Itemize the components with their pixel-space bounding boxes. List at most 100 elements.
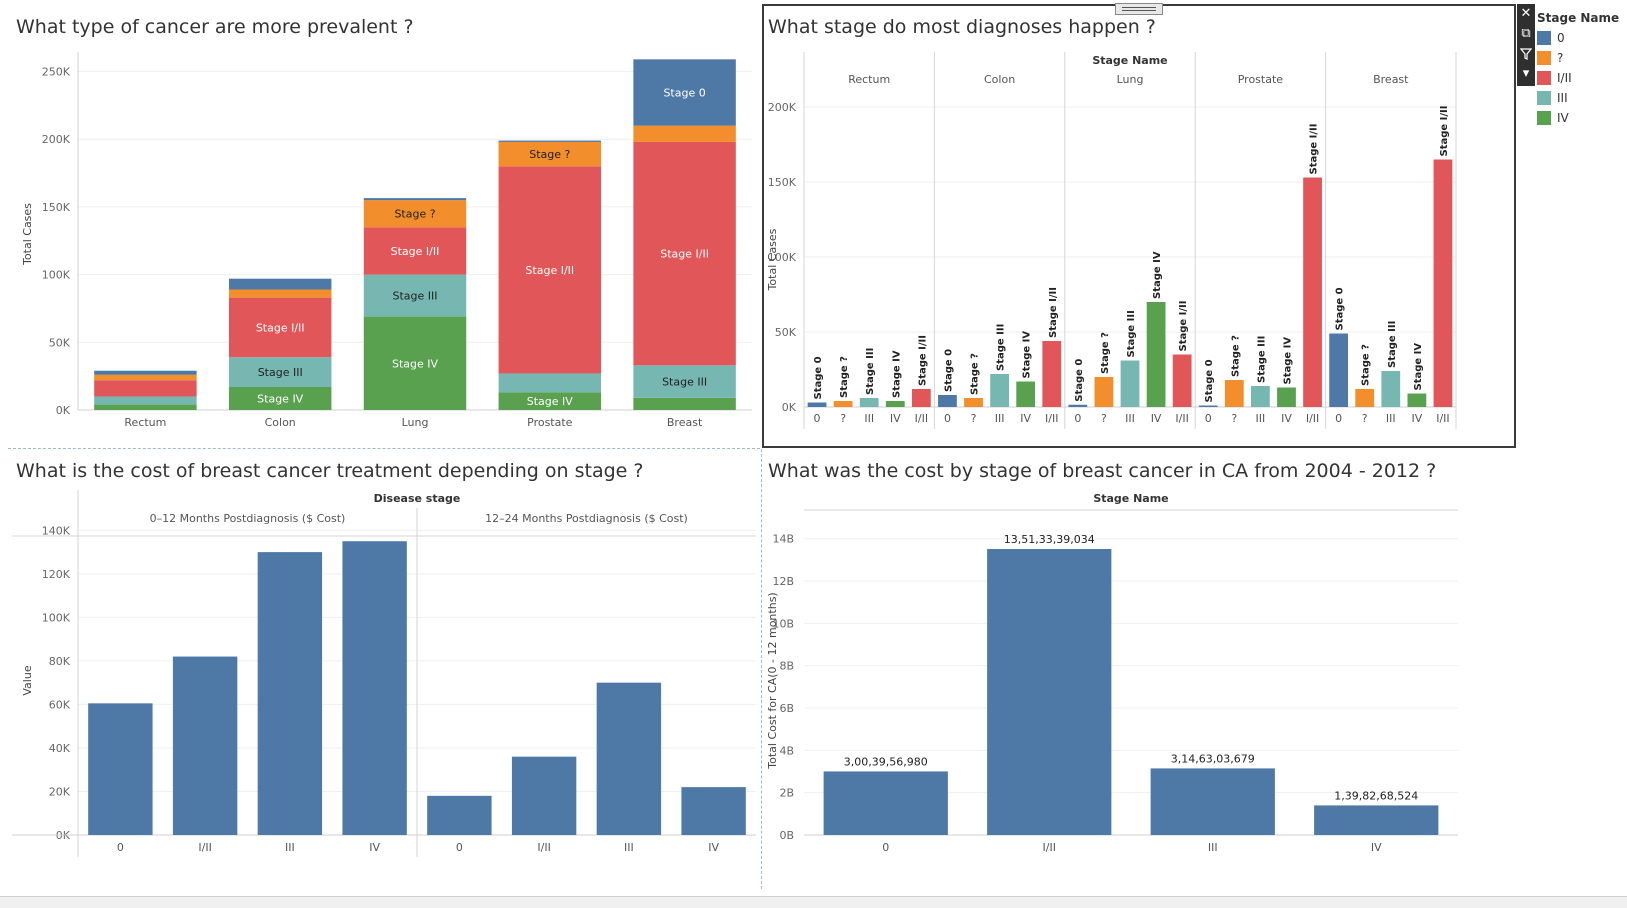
bar-segment-breast-iii[interactable] [633, 365, 736, 398]
bar-segment-prostate-iii[interactable] [498, 373, 602, 393]
bar-segment-breast-iv[interactable] [633, 397, 736, 410]
bar-segment-colon-i-ii[interactable] [228, 297, 332, 358]
bar-lung-q[interactable] [1094, 377, 1114, 407]
bar-segment-lung-iii[interactable] [363, 274, 467, 317]
treatment-cost-chart[interactable]: Disease stage0K20K40K60K80K100K120K140KV… [0, 490, 760, 890]
y-tick-label: 6B [779, 702, 794, 715]
bar-segment-rectum-i-ii[interactable] [94, 380, 197, 397]
bar-breast-0[interactable] [1329, 333, 1349, 408]
segment-label: Stage IV [527, 395, 574, 408]
bar-iv[interactable] [1314, 805, 1439, 835]
x-tick-label: I/II [1175, 412, 1188, 425]
bar-i-ii[interactable] [987, 548, 1112, 835]
bar-label: Stage ? [839, 356, 850, 398]
x-tick-label: I/II [1306, 412, 1319, 425]
bar-colon-iv[interactable] [1016, 381, 1036, 408]
bar-pane1-iii[interactable] [257, 552, 323, 835]
bar-segment-breast-q[interactable] [633, 125, 736, 142]
bar-segment-rectum-0[interactable] [94, 370, 197, 375]
bar-lung-iii[interactable] [1120, 360, 1140, 408]
bar-pane2-iii[interactable] [596, 682, 662, 835]
bar-iii[interactable] [1150, 768, 1275, 835]
y-tick-label: 50K [775, 326, 797, 339]
bar-rectum-iii[interactable] [859, 398, 879, 407]
bar-segment-colon-0[interactable] [228, 278, 332, 290]
bar-lung-iv[interactable] [1146, 302, 1166, 407]
bar-rectum-i-ii[interactable] [911, 389, 931, 407]
bar-prostate-q[interactable] [1224, 380, 1244, 407]
legend-item-q[interactable]: ? [1537, 48, 1627, 68]
bar-segment-prostate-q[interactable] [498, 141, 602, 167]
bar-segment-lung-0[interactable] [363, 198, 467, 201]
bar-colon-0[interactable] [938, 395, 957, 407]
y-tick-label: 120K [42, 568, 71, 581]
popout-icon[interactable]: ⧉ [1521, 26, 1531, 41]
bar-segment-lung-q[interactable] [363, 200, 467, 228]
bar-segment-rectum-q[interactable] [94, 374, 197, 381]
bar-breast-iv[interactable] [1407, 393, 1427, 408]
x-tick-label: IV [708, 841, 719, 854]
x-tick-label: 0 [117, 841, 124, 854]
legend-item-iv[interactable]: IV [1537, 108, 1627, 128]
legend-item-iii[interactable]: III [1537, 88, 1627, 108]
bar-label: Stage IV [1022, 331, 1033, 379]
bar-rectum-iv[interactable] [885, 401, 905, 407]
bar-segment-lung-iv[interactable] [363, 316, 467, 410]
legend-label: 0 [1557, 31, 1565, 45]
bar-pane1-0[interactable] [88, 703, 153, 835]
bar-segment-prostate-0[interactable] [498, 140, 602, 142]
bar-rectum-q[interactable] [833, 401, 853, 407]
bar-0[interactable] [823, 771, 948, 835]
bar-segment-colon-iii[interactable] [228, 357, 332, 387]
x-tick-label: III [1256, 412, 1266, 425]
ca-cost-chart[interactable]: Stage Name 0B 2B 4B 6B 8B 10B 12B 14B Total Cost … [764, 490, 1514, 890]
bar-breast-iii[interactable] [1381, 371, 1401, 407]
bar-colon-iii[interactable] [990, 374, 1009, 407]
bar-segment-rectum-iv[interactable] [94, 404, 197, 410]
x-tick-label: ? [1231, 412, 1237, 425]
bar-segment-prostate-iv[interactable] [498, 392, 602, 410]
diagnoses-chart[interactable]: Stage Name 0K 50K 100K 150K 200K Total Cases Re… [764, 44, 1514, 446]
filter-icon[interactable] [1517, 44, 1535, 64]
bar-lung-0[interactable] [1068, 404, 1088, 407]
bar-breast-q[interactable] [1355, 389, 1375, 407]
y-axis-label: Total Cases [766, 228, 779, 291]
bar-segment-rectum-iii[interactable] [94, 396, 197, 405]
bar-segment-breast-i-ii[interactable] [633, 141, 736, 366]
bar-breast-i-ii[interactable] [1433, 159, 1453, 408]
menu-icon[interactable]: ▾ [1522, 66, 1530, 81]
bar-segment-lung-i-ii[interactable] [363, 227, 467, 275]
bar-colon-i-ii[interactable] [1042, 341, 1062, 407]
prevalence-chart[interactable]: 0K 50K 100K 150K 200K 250K Total Cases Rectum St… [0, 44, 760, 446]
bar-prostate-iii[interactable] [1251, 386, 1270, 407]
x-tick-label: 0 [456, 841, 463, 854]
bar-colon-q[interactable] [964, 398, 983, 407]
bar-lung-i-ii[interactable] [1172, 354, 1192, 408]
bar-prostate-0[interactable] [1198, 405, 1218, 408]
y-axis-label: Total Cost for CA(0 - 12 months) [766, 592, 779, 769]
legend-item-i-ii[interactable]: I/II [1537, 68, 1627, 88]
x-tick-label: 0 [1335, 412, 1342, 425]
bar-pane2-i-ii[interactable] [511, 756, 577, 835]
bar-segment-breast-0[interactable] [633, 59, 736, 126]
bar-pane1-i-ii[interactable] [172, 656, 238, 835]
x-tick-label: I/II [1436, 412, 1449, 425]
legend: Stage Name 0? I/II III IV [1537, 8, 1627, 128]
bar-rectum-0[interactable] [807, 402, 827, 408]
close-icon[interactable]: ✕ [1520, 6, 1532, 21]
bar-prostate-iv[interactable] [1277, 387, 1296, 408]
bar-prostate-i-ii[interactable] [1303, 177, 1322, 408]
drag-handle-icon[interactable] [1115, 3, 1163, 15]
y-tick-label: 100K [42, 611, 71, 624]
bar-pane2-0[interactable] [427, 795, 492, 835]
y-tick-label: 250K [42, 66, 71, 79]
legend-swatch [1537, 111, 1551, 125]
bar-segment-prostate-i-ii[interactable] [498, 166, 602, 374]
bar-segment-colon-iv[interactable] [228, 386, 332, 410]
chart-title-diagnoses: What stage do most diagnoses happen ? [768, 16, 1156, 38]
bar-pane2-iv[interactable] [681, 787, 746, 835]
legend-item-0[interactable]: 0 [1537, 28, 1627, 48]
bar-label: Stage 0 [1204, 359, 1215, 402]
bar-segment-colon-q[interactable] [228, 289, 332, 298]
bar-pane1-iv[interactable] [342, 541, 407, 835]
